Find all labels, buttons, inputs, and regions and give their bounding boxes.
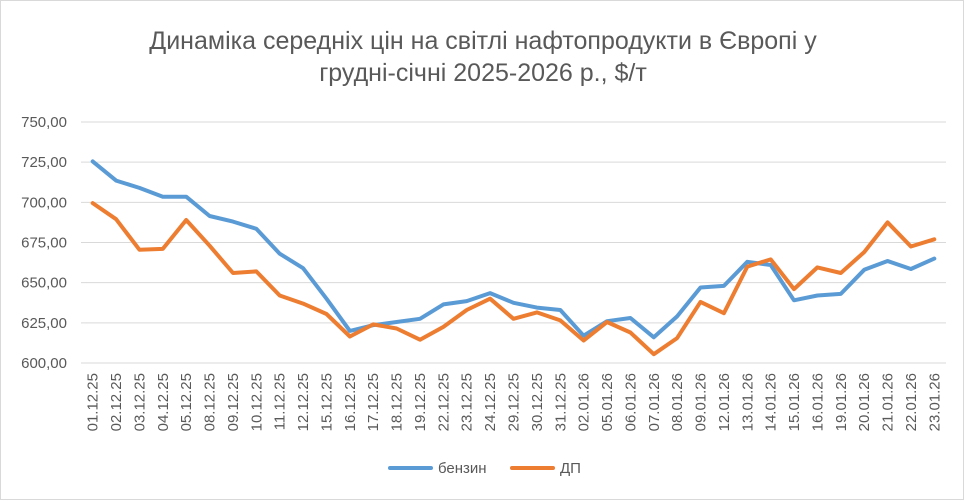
series-lines — [90, 159, 937, 357]
y-tick-label: 675,00 — [21, 235, 67, 252]
x-tick-label: 29.12.25 — [506, 373, 523, 431]
x-tick-label: 05.01.26 — [599, 373, 616, 431]
x-tick-label: 15.01.26 — [786, 373, 803, 431]
chart-title-line-2: грудні-січні 2025-2026 р., $/т — [319, 59, 647, 87]
x-tick-label: 17.12.25 — [365, 373, 382, 431]
legend-label-0: бензин — [438, 460, 487, 477]
x-tick-label: 18.12.25 — [389, 373, 406, 431]
x-tick-label: 30.12.25 — [529, 373, 546, 431]
x-tick-label: 20.01.26 — [856, 373, 873, 431]
x-tick-label: 08.12.25 — [202, 373, 219, 431]
series-line-1 — [90, 201, 937, 357]
x-tick-label: 05.12.25 — [178, 373, 195, 431]
x-tick-label: 19.12.25 — [412, 373, 429, 431]
x-tick-label: 16.01.26 — [809, 373, 826, 431]
x-tick-label: 09.01.26 — [693, 373, 710, 431]
y-tick-label: 650,00 — [21, 275, 67, 292]
x-tick-label: 12.01.26 — [716, 373, 733, 431]
x-tick-label: 19.01.26 — [833, 373, 850, 431]
x-tick-label: 24.12.25 — [482, 373, 499, 431]
gridlines — [81, 121, 946, 364]
legend: бензин ДП — [388, 460, 581, 477]
chart-title-line-1: Динаміка середніх цін на світлі нафтопро… — [149, 27, 817, 55]
x-tick-label: 02.01.26 — [576, 373, 593, 431]
x-tick-label: 23.12.25 — [459, 373, 476, 431]
y-tick-label: 625,00 — [21, 315, 67, 332]
x-tick-label: 02.12.25 — [108, 373, 125, 431]
x-tick-label: 22.01.26 — [903, 373, 920, 431]
series-line-0 — [90, 159, 937, 340]
y-tick-label: 600,00 — [21, 355, 67, 372]
y-axis-ticks: 750,00 725,00 700,00 675,00 650,00 625,00 600,… — [21, 114, 67, 372]
y-tick-label: 700,00 — [21, 194, 67, 211]
x-tick-label: 21.01.26 — [880, 373, 897, 431]
x-tick-label: 14.01.26 — [763, 373, 780, 431]
legend-label-1: ДП — [560, 460, 581, 477]
x-tick-label: 08.01.26 — [669, 373, 686, 431]
y-tick-label: 750,00 — [21, 114, 67, 131]
x-tick-label: 07.01.26 — [646, 373, 663, 431]
x-tick-label: 13.01.26 — [739, 373, 756, 431]
x-tick-label: 03.12.25 — [131, 373, 148, 431]
x-tick-label: 23.01.26 — [926, 373, 943, 431]
x-tick-label: 01.12.25 — [85, 373, 102, 431]
x-tick-label: 09.12.25 — [225, 373, 242, 431]
x-tick-label: 16.12.25 — [342, 373, 359, 431]
x-tick-label: 12.12.25 — [295, 373, 312, 431]
x-tick-label: 22.12.25 — [435, 373, 452, 431]
x-tick-label: 11.12.25 — [272, 373, 289, 430]
x-tick-label: 31.12.25 — [552, 373, 569, 431]
x-tick-label: 04.12.25 — [155, 373, 172, 431]
x-tick-label: 10.12.25 — [248, 373, 265, 431]
x-tick-label: 06.01.26 — [622, 373, 639, 431]
x-tick-label: 15.12.25 — [318, 373, 335, 431]
y-tick-label: 725,00 — [21, 154, 67, 171]
x-axis-ticks: 01.12.25 02.12.25 03.12.25 04.12.25 05.12.25… — [85, 373, 944, 431]
